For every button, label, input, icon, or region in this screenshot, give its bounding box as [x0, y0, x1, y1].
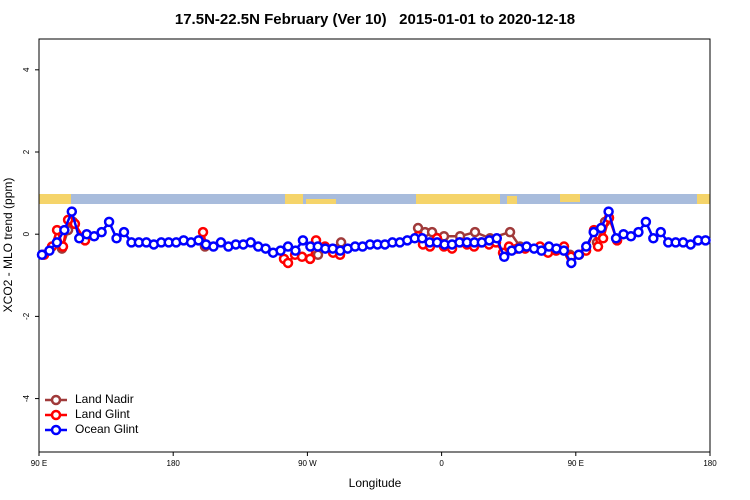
data-point — [59, 224, 70, 236]
data-point — [416, 233, 428, 244]
data-point — [597, 233, 609, 244]
data-point — [558, 245, 570, 256]
map-strip — [39, 194, 710, 204]
data-point — [260, 243, 271, 254]
data-point — [297, 235, 309, 246]
y-tick-label: -4 — [22, 394, 31, 402]
data-point — [685, 239, 696, 250]
data-point — [197, 226, 209, 238]
data-point — [282, 257, 294, 269]
data-point — [290, 245, 301, 256]
data-point — [111, 233, 122, 244]
legend-label: Land Nadir — [75, 392, 134, 406]
data-point — [580, 241, 592, 252]
data-point — [536, 245, 547, 256]
y-tick-label: 0 — [22, 231, 31, 236]
chart-title: 17.5N-22.5N February (Ver 10) 2015-01-01… — [175, 11, 575, 28]
data-point — [588, 226, 599, 238]
data-point — [103, 216, 115, 228]
data-point — [304, 253, 316, 265]
legend-label: Land Glint — [75, 407, 130, 421]
legend-marker — [50, 424, 62, 436]
y-tick-label: 4 — [22, 67, 31, 72]
data-point — [312, 249, 324, 260]
data-point — [491, 233, 503, 244]
x-axis-label: Longitude — [349, 476, 402, 490]
y-axis-label: XCO2 - MLO trend (ppm) — [1, 178, 15, 313]
data-point — [592, 241, 604, 252]
data-point — [595, 222, 607, 234]
data-point — [275, 245, 286, 256]
data-point — [633, 226, 644, 238]
legend-marker — [50, 394, 62, 406]
x-tick-label: 180 — [167, 459, 181, 468]
data-point — [215, 237, 227, 248]
data-point — [610, 233, 622, 244]
data-point — [208, 241, 219, 252]
data-point — [498, 251, 510, 263]
data-point — [74, 233, 85, 244]
data-point — [504, 226, 516, 238]
data-point — [603, 206, 614, 217]
legend-label: Ocean Glint — [75, 422, 139, 436]
data-point — [282, 241, 294, 252]
y-tick-label: 2 — [22, 149, 31, 154]
x-tick-label: 90 E — [31, 459, 47, 468]
plot-frame — [38, 38, 711, 453]
data-point — [66, 206, 78, 217]
data-point — [573, 249, 585, 260]
data-point — [625, 231, 637, 242]
data-point — [648, 233, 659, 244]
data-point — [245, 237, 256, 248]
data-point — [36, 249, 48, 260]
data-point — [118, 226, 130, 238]
legend-marker — [50, 409, 62, 421]
data-point — [193, 235, 204, 246]
data-point — [566, 257, 577, 269]
data-point — [640, 216, 652, 228]
data-point — [700, 235, 711, 246]
x-tick-label: 0 — [439, 459, 444, 468]
data-point — [96, 226, 107, 238]
data-point — [51, 237, 63, 248]
data-point — [44, 245, 55, 256]
x-tick-label: 90 E — [568, 459, 584, 468]
x-tick-label: 90 W — [298, 459, 317, 468]
data-point — [88, 231, 100, 242]
data-point — [655, 226, 667, 238]
data-point — [469, 226, 481, 238]
x-tick-label: 180 — [703, 459, 717, 468]
y-tick-label: -2 — [22, 312, 31, 320]
